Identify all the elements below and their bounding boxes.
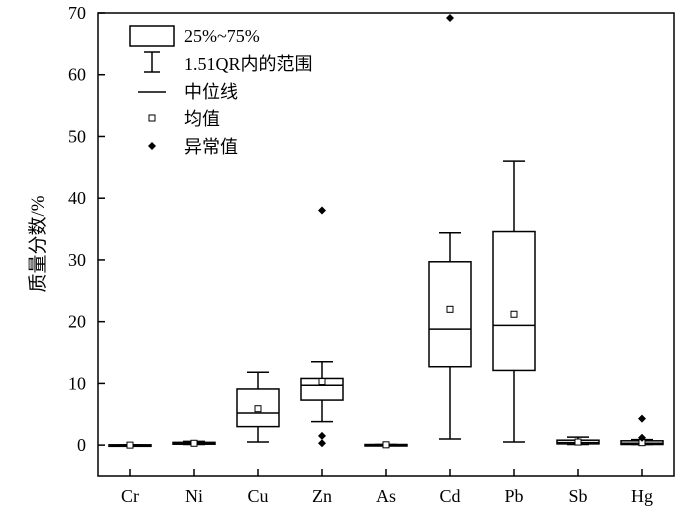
outlier-point [446, 13, 454, 22]
legend-label-mean: 均值 [184, 109, 220, 129]
x-category-label: Hg [631, 486, 653, 506]
x-category-label: Pb [504, 486, 523, 506]
mean-marker [126, 441, 134, 449]
iqr-box [492, 230, 536, 372]
box-Cr [108, 441, 152, 449]
legend-label-range: 1.51QR内的范围 [184, 54, 313, 74]
y-tick-label: 30 [68, 250, 86, 270]
x-category-label: Sb [568, 486, 587, 506]
x-category-label: Cu [247, 486, 268, 506]
mean-marker [318, 378, 326, 386]
y-tick-label: 20 [68, 312, 86, 332]
box-Sb [556, 436, 600, 446]
y-tick-label: 40 [68, 188, 86, 208]
boxes-layer [108, 13, 664, 449]
y-tick-label: 0 [77, 435, 86, 455]
legend-box-symbol [129, 25, 175, 47]
iqr-box [428, 261, 472, 368]
mean-marker [190, 439, 198, 447]
x-category-label: Ni [185, 486, 203, 506]
legend-outlier-symbol [148, 142, 156, 150]
mean-marker [382, 441, 390, 449]
legend-label-median: 中位线 [184, 82, 238, 102]
legend-label-iqr: 25%~75% [184, 26, 260, 46]
box-Ni [172, 439, 216, 447]
box-Hg [620, 414, 664, 447]
x-category-label: Cd [439, 486, 460, 506]
box-Cd [428, 13, 472, 440]
x-axis: Cr Ni Cu Zn As Cd Pb Sb Hg [121, 469, 653, 506]
outlier-point [318, 431, 326, 440]
legend-mean-symbol [148, 114, 156, 122]
y-tick-label: 10 [68, 373, 86, 393]
outlier-point [638, 414, 646, 423]
x-category-label: As [376, 486, 396, 506]
outlier-point [318, 439, 326, 448]
mean-marker [574, 438, 582, 446]
legend-label-outlier: 异常值 [184, 137, 238, 157]
mean-marker [254, 405, 262, 413]
mean-marker [446, 305, 454, 313]
y-tick-label: 70 [68, 3, 86, 23]
mean-marker [510, 310, 518, 318]
box-Zn [300, 206, 344, 448]
y-tick-label: 60 [68, 65, 86, 85]
y-tick-label: 50 [68, 126, 86, 146]
y-axis: 0 10 20 30 40 50 60 70 [68, 3, 105, 455]
x-category-label: Cr [121, 486, 139, 506]
outlier-point [318, 206, 326, 215]
legend: 25%~75% 1.51QR内的范围 中位线 均值 异常值 [129, 25, 313, 157]
box-As [364, 441, 408, 449]
box-Pb [492, 160, 536, 443]
x-category-label: Zn [312, 486, 332, 506]
outlier-point [638, 433, 646, 442]
box-Cu [236, 371, 280, 443]
y-axis-label: 质量分数/% [27, 195, 49, 292]
